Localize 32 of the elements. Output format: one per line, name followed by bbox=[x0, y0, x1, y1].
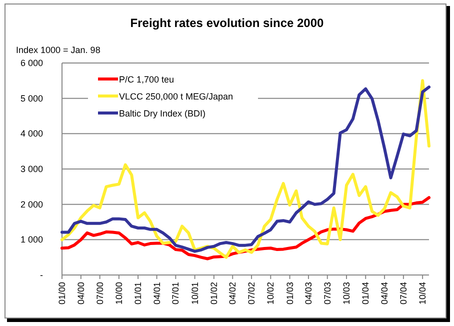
x-tick-label: 10/03 bbox=[342, 282, 352, 305]
x-tick-label: 04/02 bbox=[228, 282, 238, 305]
x-tick-label: 07/03 bbox=[322, 282, 332, 305]
x-tick-label: 10/01 bbox=[190, 282, 200, 305]
x-tick-label: 04/00 bbox=[76, 282, 86, 305]
y-tick-label: 6 000 bbox=[20, 58, 43, 68]
x-tick-label: 04/03 bbox=[303, 282, 314, 305]
legend-label: VLCC 250,000 t MEG/Japan bbox=[119, 92, 234, 102]
y-tick-label: 1 000 bbox=[20, 234, 43, 245]
x-tick-label: 01/00 bbox=[57, 282, 67, 305]
x-tick-label: 01/04 bbox=[360, 282, 371, 305]
chart-title: Freight rates evolution since 2000 bbox=[130, 16, 324, 30]
x-tick-label: 01/03 bbox=[284, 282, 295, 305]
x-tick-label: 01/01 bbox=[133, 282, 144, 305]
y-tick-label: - bbox=[40, 270, 43, 280]
x-tick-label: 07/02 bbox=[246, 282, 257, 305]
x-tick-label: 10/02 bbox=[266, 282, 276, 305]
x-tick-label: 07/00 bbox=[94, 282, 105, 305]
y-tick-label: 2 000 bbox=[20, 199, 43, 210]
y-tick-label: 5 000 bbox=[20, 93, 43, 104]
x-tick-label: 01/02 bbox=[208, 282, 219, 305]
x-tick-label: 04/04 bbox=[380, 282, 390, 305]
y-tick-label: 4 000 bbox=[20, 128, 43, 139]
y-axis-title: Index 1000 = Jan. 98 bbox=[16, 45, 100, 55]
legend-label: Baltic Dry Index (BDI) bbox=[119, 108, 206, 118]
x-tick-label: 04/01 bbox=[152, 282, 162, 305]
y-tick-label: 3 000 bbox=[20, 164, 43, 174]
legend-label: P/C 1,700 teu bbox=[119, 74, 174, 84]
x-tick-label: 10/00 bbox=[114, 282, 124, 305]
x-tick-label: 10/04 bbox=[418, 282, 428, 305]
x-tick-label: 07/01 bbox=[170, 282, 181, 305]
x-tick-label: 07/04 bbox=[398, 282, 408, 305]
